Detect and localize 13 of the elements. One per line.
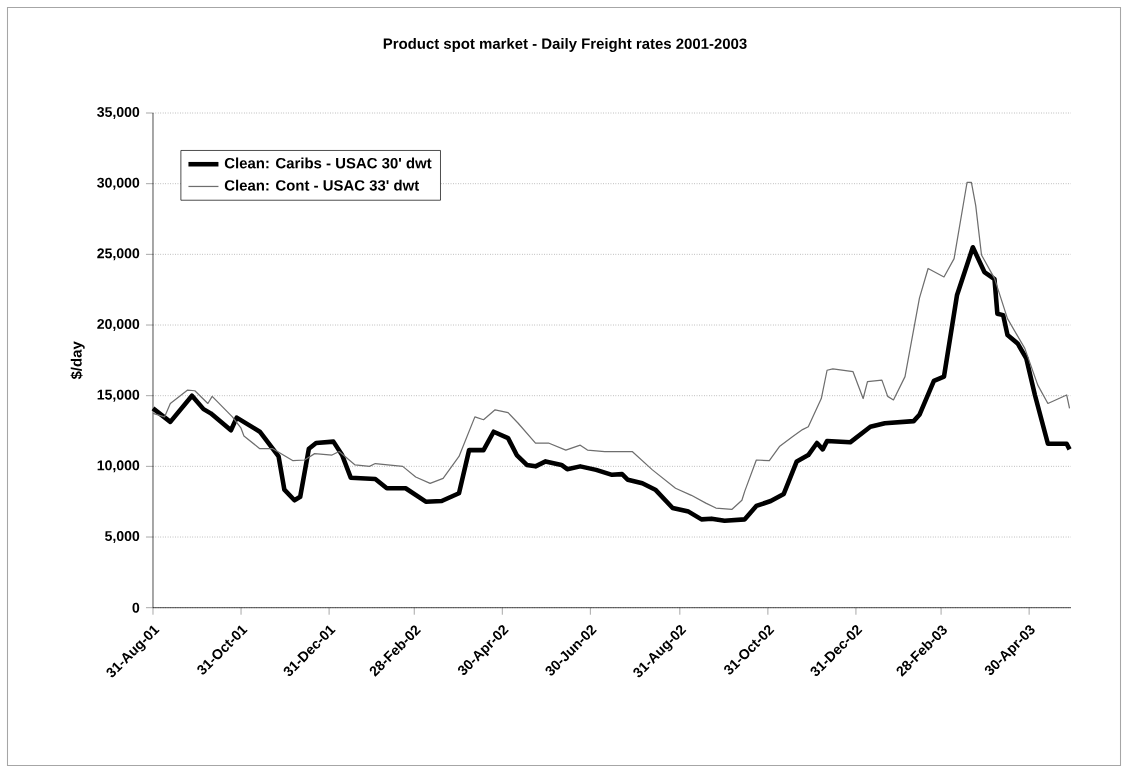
y-axis-title: $/day [70, 341, 85, 380]
y-tick-label: 20,000 [97, 319, 140, 332]
legend-label: Clean: Cont - USAC 33' dwt [224, 179, 420, 191]
y-tick-label: 5,000 [105, 531, 140, 544]
y-tick-label: 15,000 [97, 389, 140, 402]
y-tick-label: 30,000 [97, 177, 140, 190]
line-series [152, 181, 1071, 511]
y-tick-label: 25,000 [97, 248, 140, 261]
y-tick-label: 35,000 [97, 107, 140, 119]
y-tick-label: 10,000 [97, 460, 140, 473]
chart-title: Product spot market - Daily Freight rates 2001-2003 [383, 37, 747, 52]
y-tick-label: 0 [132, 602, 140, 613]
legend-label: Clean: Caribs - USAC 30' dwt [224, 157, 432, 169]
